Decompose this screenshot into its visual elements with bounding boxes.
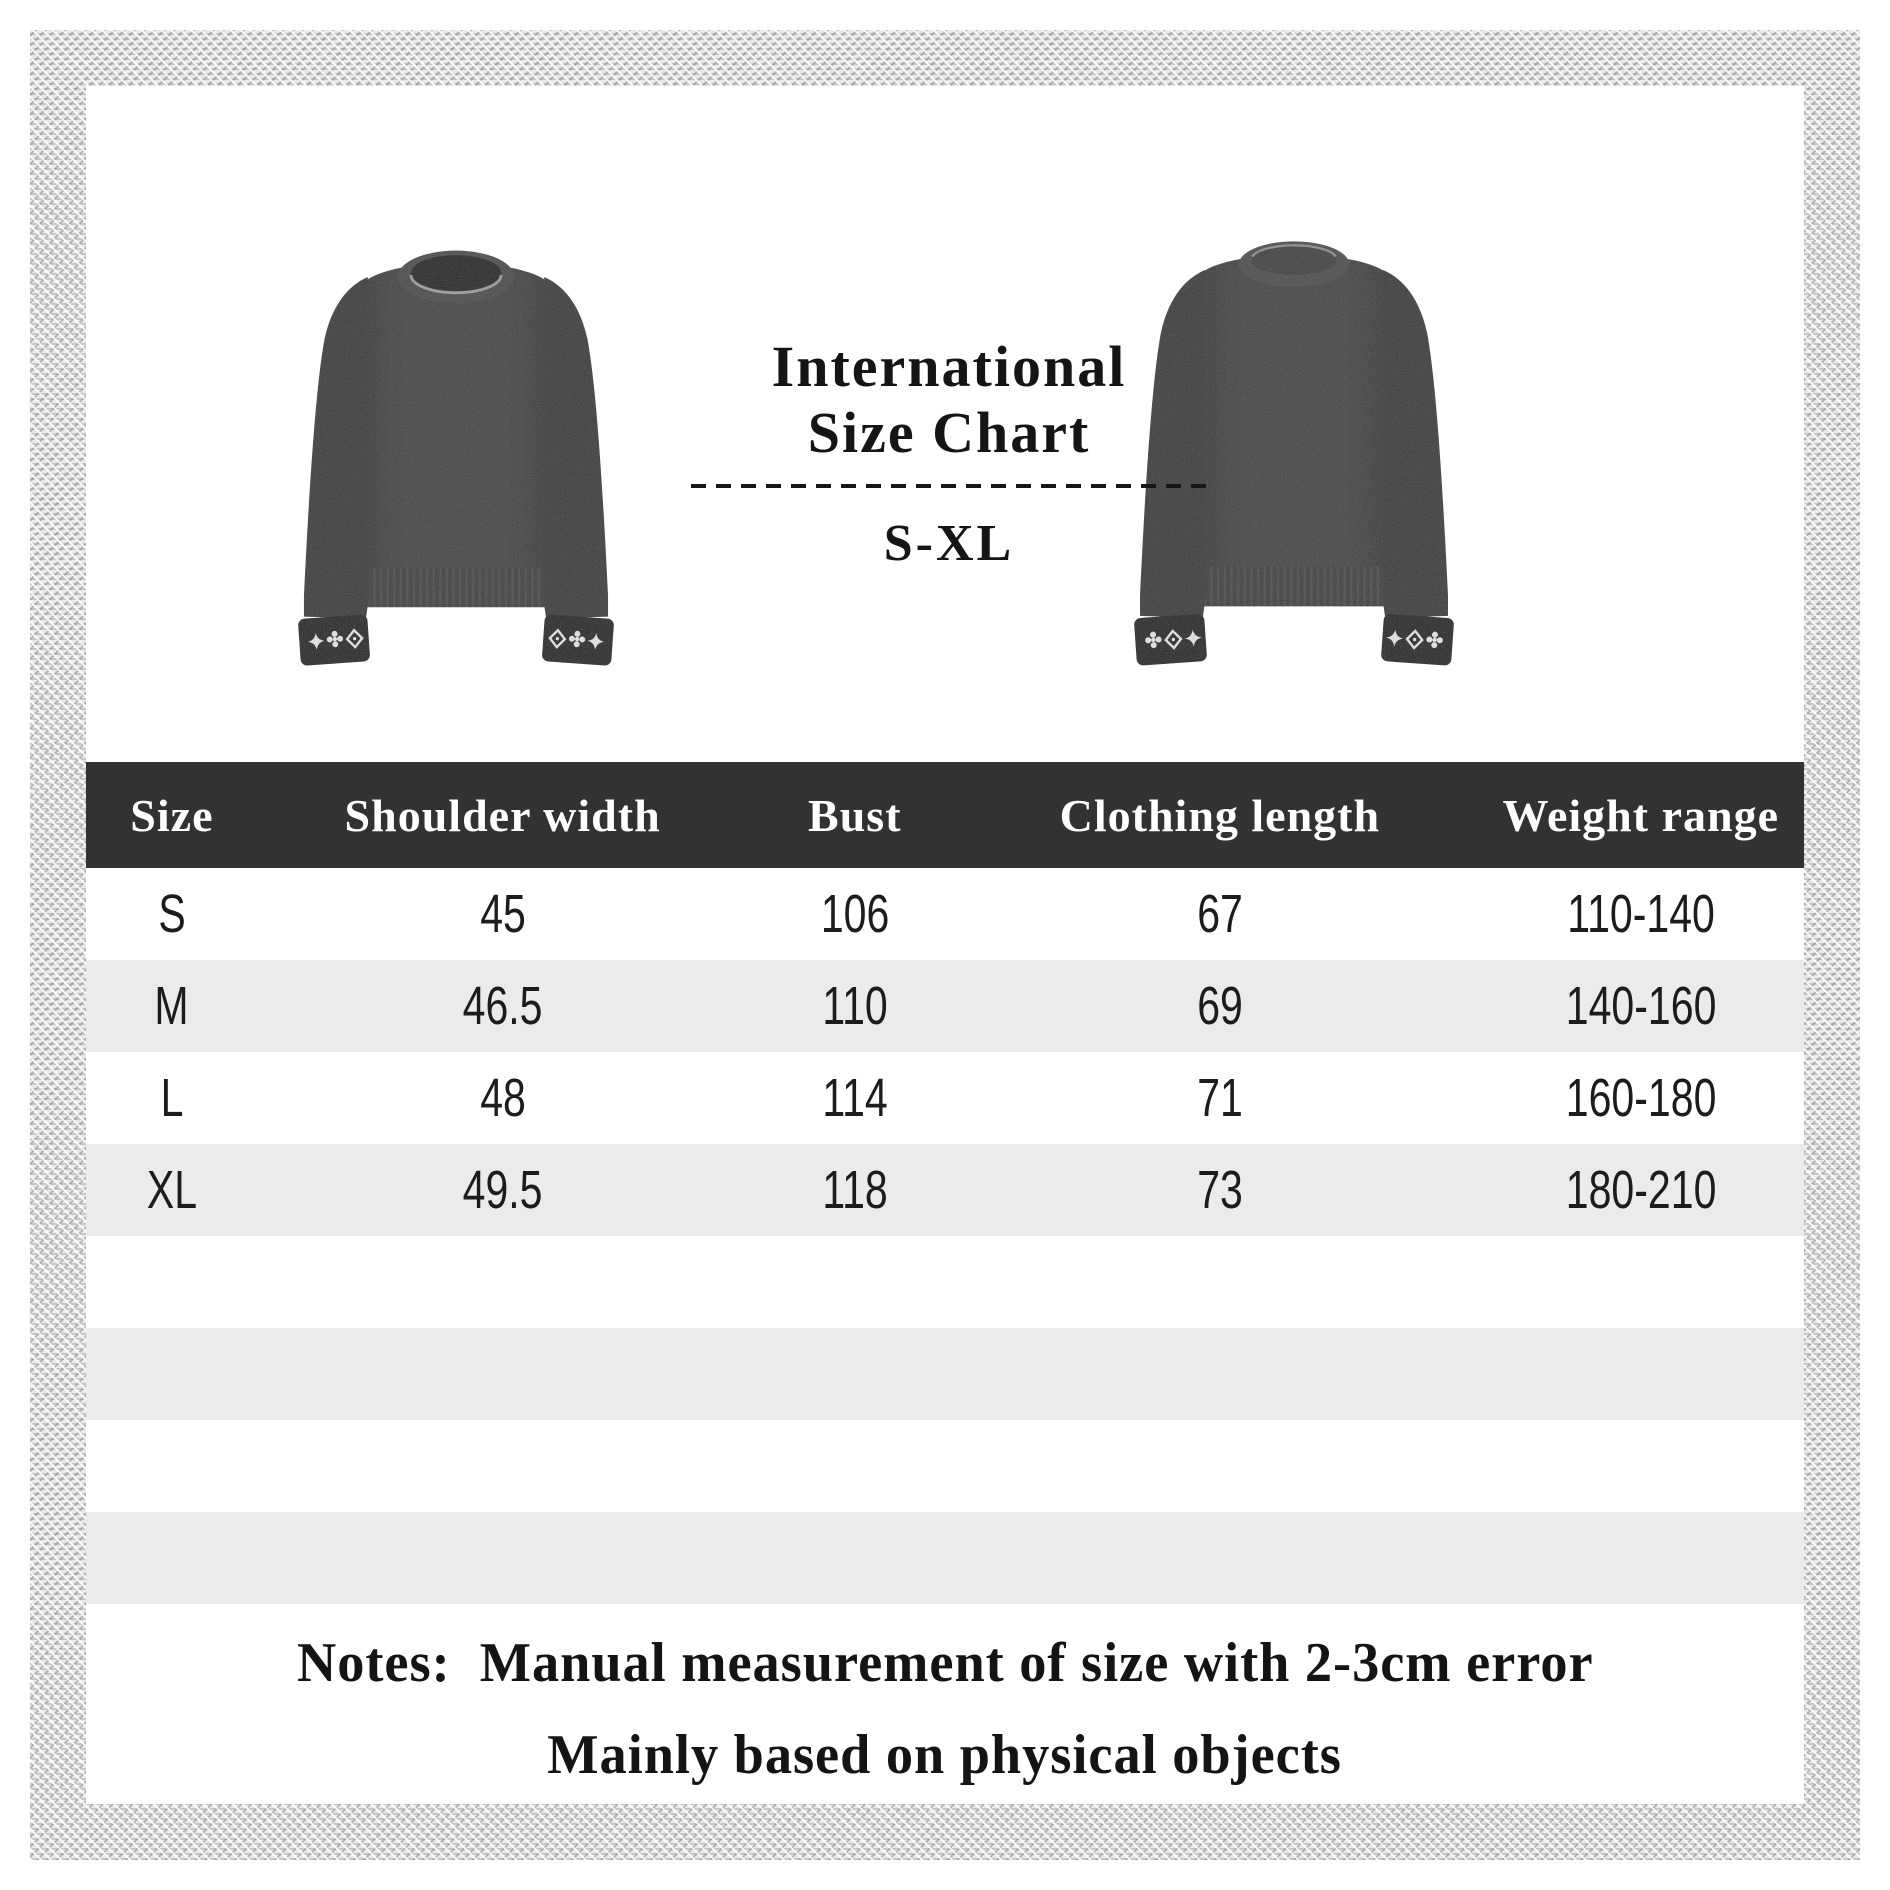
title-block: International Size Chart S-XL: [660, 334, 1238, 573]
table-cell: L: [160, 1068, 184, 1128]
dashed-divider: [691, 484, 1207, 488]
table-cell: M: [154, 976, 189, 1036]
table-row: S 45 106 67 110-140: [86, 868, 1804, 960]
table-cell: 49.5: [462, 1160, 543, 1220]
column-header: Bust: [808, 789, 902, 841]
column-header: Weight range: [1502, 789, 1779, 841]
collar-trim: [1251, 244, 1337, 258]
content-area: International Size Chart S-XL Size Should…: [86, 86, 1804, 1804]
notes-line-1: Notes: Manual measurement of size with 2…: [296, 1632, 1594, 1694]
table-row: [86, 1236, 1804, 1328]
table-row: [86, 1328, 1804, 1420]
sweater-torso: [1189, 254, 1399, 576]
table-cell: 69: [1197, 976, 1243, 1036]
table-row: [86, 1512, 1804, 1604]
sweater-hem-rib: [1194, 566, 1394, 607]
table-cell: 118: [822, 1160, 888, 1220]
sweater-left-sleeve: [303, 276, 370, 619]
sweater-right-sleeve: [1381, 269, 1448, 618]
table-cell: 67: [1197, 884, 1243, 944]
table-cell: 140-160: [1565, 976, 1717, 1036]
sweater-hem-rib: [357, 567, 555, 608]
table-cell: 73: [1197, 1160, 1243, 1220]
table-row: M 46.5 110 69 140-160: [86, 960, 1804, 1052]
collar-trim: [409, 274, 503, 295]
table-cell: 180-210: [1565, 1160, 1717, 1220]
table-cell: 160-180: [1565, 1068, 1717, 1128]
table-cell: S: [158, 884, 186, 944]
sweater-right-sleeve: [542, 276, 609, 619]
table-cell: 71: [1197, 1068, 1243, 1128]
table-row: XL 49.5 118 73 180-210: [86, 1144, 1804, 1236]
collar-opening: [410, 255, 502, 291]
title-line-2: Size Chart: [807, 400, 1091, 465]
table-cell: 48: [479, 1068, 526, 1128]
sweater-right-cuff: [1381, 613, 1454, 666]
sweater-left-cuff: [1134, 613, 1207, 666]
column-header: Shoulder width: [344, 789, 661, 841]
table-cell: 46.5: [462, 976, 543, 1036]
table-cell: 110: [822, 976, 888, 1036]
table-cell: 110-140: [1566, 884, 1715, 944]
table-cell: 114: [822, 1068, 888, 1128]
sweater-back-image: [1134, 241, 1454, 666]
sweater-torso: [352, 262, 560, 578]
collar-back: [1251, 246, 1337, 275]
sweater-front-image: [298, 250, 614, 666]
table-row: L 48 114 71 160-180: [86, 1052, 1804, 1144]
column-header: Clothing length: [1059, 789, 1381, 841]
table-cell: 45: [479, 884, 526, 944]
notes-line-2: Mainly based on physical objects: [547, 1724, 1343, 1786]
size-table: Size Shoulder width Bust Clothing length Wei…: [86, 762, 1804, 1604]
table-row: [86, 1420, 1804, 1512]
size-table-header: Size Shoulder width Bust Clothing length Wei…: [86, 762, 1804, 868]
size-range-label: S-XL: [883, 515, 1015, 572]
table-cell: XL: [146, 1160, 197, 1220]
notes-block: Notes: Manual measurement of size with 2…: [86, 1614, 1804, 1804]
table-cell: 106: [820, 884, 890, 944]
column-header: Size: [130, 789, 214, 841]
title-line-1: International: [771, 334, 1127, 399]
size-table-body: S 45 106 67 110-140 M 46.5 110 69 140-160 L 48 114 71…: [86, 868, 1804, 1604]
sweater-left-sleeve: [1140, 269, 1207, 618]
